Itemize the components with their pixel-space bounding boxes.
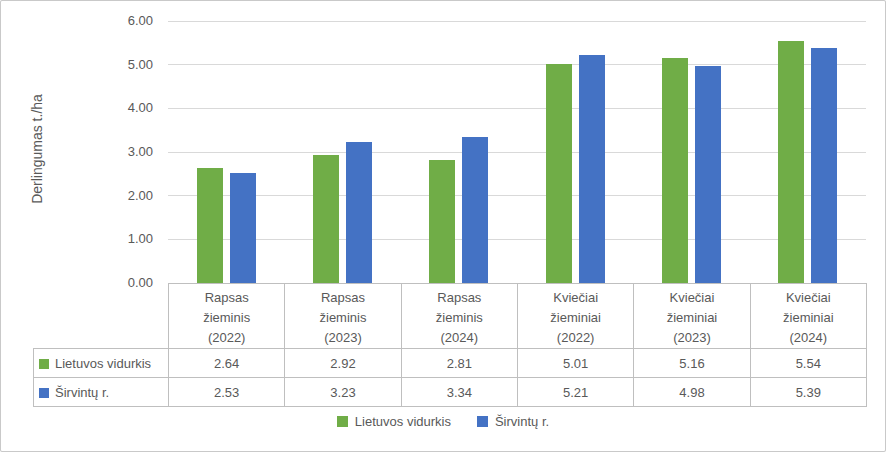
category-header-cell: Rapsasžieminis(2023) xyxy=(285,284,401,349)
value-cell: 4.98 xyxy=(634,378,750,407)
gridline xyxy=(168,152,866,153)
series-color-swatch-icon xyxy=(39,359,49,369)
bar xyxy=(462,137,488,283)
y-axis-tick-label: 3.00 xyxy=(99,143,153,161)
bar xyxy=(662,58,688,283)
value-cell: 5.16 xyxy=(634,349,750,378)
gridline xyxy=(168,195,866,196)
legend-item: Lietuvos vidurkis xyxy=(337,414,451,429)
data-table: Rapsasžieminis(2022)Rapsasžieminis(2023)… xyxy=(33,283,867,407)
table-row: Lietuvos vidurkis 2.642.922.815.015.165.5… xyxy=(34,349,867,378)
bar xyxy=(778,41,804,283)
bar xyxy=(811,48,837,283)
bar xyxy=(313,155,339,283)
value-cell: 5.54 xyxy=(750,349,866,378)
table-row: Širvintų r. 2.533.233.345.214.985.39 xyxy=(34,378,867,407)
value-cell: 3.34 xyxy=(401,378,517,407)
gridline xyxy=(168,108,866,109)
category-header-line: žieminis xyxy=(402,308,517,328)
bar xyxy=(546,64,572,283)
bar xyxy=(579,55,605,283)
category-header-line: (2024) xyxy=(402,328,517,348)
value-cell: 5.01 xyxy=(517,349,633,378)
y-axis-tick-label: 6.00 xyxy=(99,12,153,30)
legend-label: Lietuvos vidurkis xyxy=(355,414,451,429)
category-header-line: Kviečiai xyxy=(518,288,633,308)
series-label-cell: Lietuvos vidurkis xyxy=(34,349,169,378)
y-axis-tick-label: 2.00 xyxy=(99,187,153,205)
category-header-line: žieminis xyxy=(169,308,284,328)
category-header-line: žieminis xyxy=(285,308,400,328)
category-header-line: (2024) xyxy=(751,328,866,348)
legend-label: Širvintų r. xyxy=(495,414,549,429)
gridline xyxy=(168,239,866,240)
category-header-line: (2022) xyxy=(518,328,633,348)
category-header-line: Rapsas xyxy=(285,288,400,308)
category-header-line: (2023) xyxy=(634,328,749,348)
value-cell: 2.81 xyxy=(401,349,517,378)
category-header-cell: Kviečiaižieminiai(2024) xyxy=(750,284,866,349)
category-header-line: Rapsas xyxy=(169,288,284,308)
category-header-cell: Kviečiaižieminiai(2022) xyxy=(517,284,633,349)
bar xyxy=(197,168,223,283)
category-header-line: Kviečiai xyxy=(634,288,749,308)
value-cell: 3.23 xyxy=(285,378,401,407)
series-name: Lietuvos vidurkis xyxy=(55,356,151,371)
bar xyxy=(429,160,455,283)
value-cell: 2.92 xyxy=(285,349,401,378)
category-header-line: žieminiai xyxy=(634,308,749,328)
legend-color-swatch-icon xyxy=(477,416,488,427)
table-header-row: Rapsasžieminis(2022)Rapsasžieminis(2023)… xyxy=(34,284,867,349)
bar xyxy=(346,142,372,283)
value-cell: 5.21 xyxy=(517,378,633,407)
value-cell: 2.64 xyxy=(169,349,285,378)
bar xyxy=(230,173,256,283)
y-axis-tick-label: 4.00 xyxy=(99,99,153,117)
series-name: Širvintų r. xyxy=(55,385,109,400)
category-header-cell: Rapsasžieminis(2022) xyxy=(169,284,285,349)
category-header-line: (2022) xyxy=(169,328,284,348)
category-header-line: Rapsas xyxy=(402,288,517,308)
y-axis-tick-label: 1.00 xyxy=(99,230,153,248)
table-corner-cell xyxy=(34,284,169,349)
category-header-line: žieminiai xyxy=(751,308,866,328)
legend-color-swatch-icon xyxy=(337,416,348,427)
category-header-cell: Rapsasžieminis(2024) xyxy=(401,284,517,349)
bar xyxy=(695,66,721,283)
y-axis-title: Derlingumas t./ha xyxy=(29,94,45,204)
category-header-cell: Kviečiaižieminiai(2023) xyxy=(634,284,750,349)
value-cell: 2.53 xyxy=(169,378,285,407)
value-cell: 5.39 xyxy=(750,378,866,407)
legend-item: Širvintų r. xyxy=(477,414,549,429)
category-header-line: Kviečiai xyxy=(751,288,866,308)
series-label-cell: Širvintų r. xyxy=(34,378,169,407)
y-axis-tick-label: 5.00 xyxy=(99,56,153,74)
category-header-line: (2023) xyxy=(285,328,400,348)
gridline xyxy=(168,64,866,65)
chart-frame: Derlingumas t./ha 0.001.002.003.004.005.… xyxy=(0,0,886,452)
gridline xyxy=(168,21,866,22)
category-header-line: žieminiai xyxy=(518,308,633,328)
series-color-swatch-icon xyxy=(39,388,49,398)
legend: Lietuvos vidurkis Širvintų r. xyxy=(1,414,885,429)
